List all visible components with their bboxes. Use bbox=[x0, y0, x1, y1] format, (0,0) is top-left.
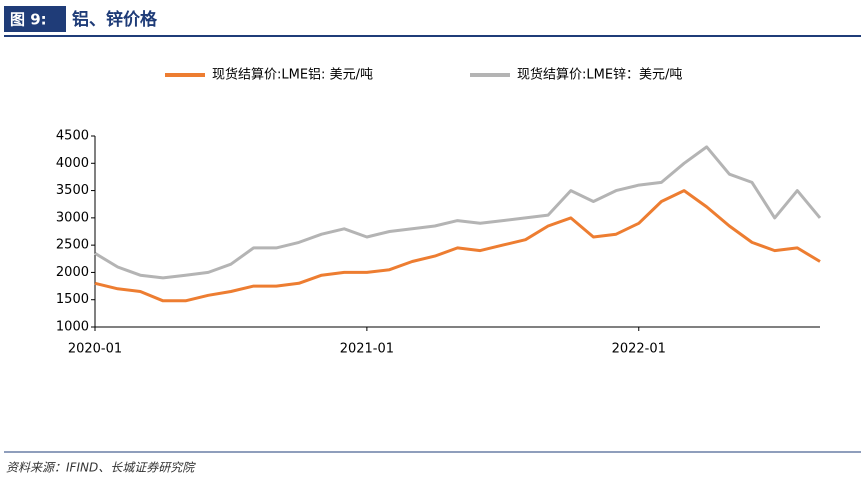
x-tick-label: 2021-01 bbox=[340, 342, 394, 357]
y-tick-label: 4000 bbox=[56, 156, 89, 171]
y-tick-label: 3000 bbox=[56, 210, 89, 225]
x-tick-label: 2020-01 bbox=[68, 342, 122, 357]
legend-label: 现货结算价:LME锌：美元/吨 bbox=[517, 67, 682, 83]
chart-title: 铝、锌价格 bbox=[72, 9, 158, 30]
y-tick-label: 1500 bbox=[56, 292, 89, 307]
y-tick-label: 2000 bbox=[56, 265, 89, 280]
x-tick-label: 2022-01 bbox=[612, 342, 666, 357]
y-tick-label: 3500 bbox=[56, 183, 89, 198]
source: 资料来源：IFIND、长城证券研究院 bbox=[6, 461, 196, 475]
header-badge bbox=[4, 6, 66, 32]
y-tick-label: 4500 bbox=[56, 129, 89, 144]
figure-label: 图 9: bbox=[10, 11, 47, 29]
series-line bbox=[94, 145, 822, 280]
series-line bbox=[94, 189, 821, 303]
y-tick-label: 2500 bbox=[56, 238, 89, 253]
y-tick-label: 1000 bbox=[56, 320, 89, 335]
legend-label: 现货结算价:LME铝: 美元/吨 bbox=[212, 67, 373, 83]
